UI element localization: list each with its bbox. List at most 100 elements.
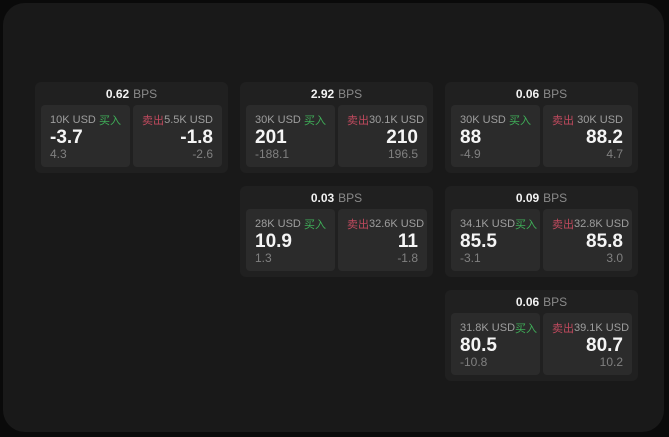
- buy-top-row: 10K USD 买入: [50, 112, 121, 128]
- sell-top-row: 卖出 32.6K USD: [347, 216, 424, 232]
- card-header: 2.92 BPS: [240, 82, 433, 104]
- buy-panel[interactable]: 31.8K USD 买入 80.5 -10.8: [451, 313, 540, 375]
- buy-top-row: 34.1K USD 买入: [460, 216, 537, 232]
- sell-panel[interactable]: 卖出 30.1K USD 210 196.5: [338, 105, 427, 167]
- buy-top-row: 30K USD 买入: [255, 112, 326, 128]
- buy-label: 买入: [304, 115, 326, 127]
- sell-top-row: 卖出 30.1K USD: [347, 112, 424, 128]
- sell-price: 11: [397, 231, 418, 252]
- buy-label: 买入: [99, 115, 121, 127]
- sell-label: 卖出: [347, 115, 369, 127]
- sell-delta: 196.5: [387, 147, 418, 161]
- buy-panel[interactable]: 34.1K USD 买入 85.5 -3.1: [451, 209, 540, 271]
- sell-panel[interactable]: 卖出 5.5K USD -1.8 -2.6: [133, 105, 222, 167]
- bps-unit-label: BPS: [543, 295, 568, 309]
- sell-amount: 32.8K USD: [574, 218, 630, 230]
- sell-amount: 30K USD: [577, 114, 623, 126]
- card-body: 30K USD 买入 88 -4.9 卖出 30K USD 88.2 4.7: [445, 104, 638, 173]
- sell-panel[interactable]: 卖出 30K USD 88.2 4.7: [543, 105, 632, 167]
- buy-delta: -10.8: [460, 355, 488, 369]
- sell-amount: 5.5K USD: [164, 114, 213, 126]
- sell-delta: 4.7: [606, 147, 623, 161]
- buy-amount: 10K USD: [50, 114, 96, 126]
- buy-amount: 30K USD: [460, 114, 506, 126]
- sell-price: 88.2: [586, 127, 623, 148]
- bps-value: 0.06: [515, 87, 540, 101]
- sell-price: 85.8: [586, 231, 623, 252]
- buy-panel[interactable]: 30K USD 买入 88 -4.9: [451, 105, 540, 167]
- buy-label: 买入: [515, 323, 538, 335]
- buy-top-row: 31.8K USD 买入: [460, 320, 537, 336]
- sell-delta: 3.0: [606, 251, 623, 265]
- app-window: 0.62 BPS 10K USD 买入 -3.7 4.3 卖出 5.5K USD…: [3, 3, 664, 432]
- sell-panel[interactable]: 卖出 32.6K USD 11 -1.8: [338, 209, 427, 271]
- quote-card: 2.92 BPS 30K USD 买入 201 -188.1 卖出 30.1K …: [240, 82, 433, 173]
- sell-label: 卖出: [142, 115, 164, 127]
- sell-label: 卖出: [552, 219, 574, 231]
- card-header: 0.09 BPS: [445, 186, 638, 208]
- buy-label: 买入: [509, 115, 531, 127]
- card-body: 31.8K USD 买入 80.5 -10.8 卖出 39.1K USD 80.…: [445, 312, 638, 381]
- sell-top-row: 卖出 39.1K USD: [552, 320, 629, 336]
- quote-card: 0.62 BPS 10K USD 买入 -3.7 4.3 卖出 5.5K USD…: [35, 82, 228, 173]
- buy-top-row: 30K USD 买入: [460, 112, 531, 128]
- buy-panel[interactable]: 28K USD 买入 10.9 1.3: [246, 209, 335, 271]
- quote-card: 0.09 BPS 34.1K USD 买入 85.5 -3.1 卖出 32.8K…: [445, 186, 638, 277]
- sell-label: 卖出: [347, 219, 369, 231]
- bps-unit-label: BPS: [338, 191, 363, 205]
- buy-amount: 28K USD: [255, 218, 301, 230]
- buy-amount: 34.1K USD: [460, 218, 516, 230]
- card-body: 34.1K USD 买入 85.5 -3.1 卖出 32.8K USD 85.8…: [445, 208, 638, 277]
- card-body: 28K USD 买入 10.9 1.3 卖出 32.6K USD 11 -1.8: [240, 208, 433, 277]
- card-header: 0.03 BPS: [240, 186, 433, 208]
- buy-delta: 4.3: [50, 147, 67, 161]
- card-header: 0.06 BPS: [445, 82, 638, 104]
- buy-price: 85.5: [460, 231, 497, 252]
- buy-price: 80.5: [460, 335, 497, 356]
- card-body: 10K USD 买入 -3.7 4.3 卖出 5.5K USD -1.8 -2.…: [35, 104, 228, 173]
- buy-price: 10.9: [255, 231, 292, 252]
- buy-panel[interactable]: 30K USD 买入 201 -188.1: [246, 105, 335, 167]
- card-body: 30K USD 买入 201 -188.1 卖出 30.1K USD 210 1…: [240, 104, 433, 173]
- bps-value: 0.06: [515, 295, 540, 309]
- buy-panel[interactable]: 10K USD 买入 -3.7 4.3: [41, 105, 130, 167]
- sell-delta: -2.6: [192, 147, 213, 161]
- sell-amount: 32.6K USD: [369, 218, 425, 230]
- buy-amount: 30K USD: [255, 114, 301, 126]
- buy-price: -3.7: [50, 127, 83, 148]
- bps-value: 0.62: [105, 87, 130, 101]
- bps-unit-label: BPS: [133, 87, 158, 101]
- sell-price: -1.8: [180, 127, 213, 148]
- sell-delta: 10.2: [599, 355, 623, 369]
- buy-delta: -4.9: [460, 147, 481, 161]
- sell-top-row: 卖出 5.5K USD: [142, 112, 213, 128]
- sell-amount: 39.1K USD: [574, 322, 630, 334]
- quote-card: 0.06 BPS 30K USD 买入 88 -4.9 卖出 30K USD 8…: [445, 82, 638, 173]
- buy-price: 88: [460, 127, 482, 148]
- sell-label: 卖出: [552, 115, 574, 127]
- bps-value: 0.09: [515, 191, 540, 205]
- quote-card: 0.03 BPS 28K USD 买入 10.9 1.3 卖出 32.6K US…: [240, 186, 433, 277]
- buy-delta: -3.1: [460, 251, 481, 265]
- quote-card: 0.06 BPS 31.8K USD 买入 80.5 -10.8 卖出 39.1…: [445, 290, 638, 381]
- bps-value: 0.03: [310, 191, 335, 205]
- bps-unit-label: BPS: [543, 191, 568, 205]
- buy-label: 买入: [304, 219, 326, 231]
- bps-unit-label: BPS: [543, 87, 568, 101]
- card-header: 0.62 BPS: [35, 82, 228, 104]
- sell-amount: 30.1K USD: [369, 114, 425, 126]
- sell-price: 80.7: [586, 335, 623, 356]
- sell-panel[interactable]: 卖出 32.8K USD 85.8 3.0: [543, 209, 632, 271]
- buy-delta: -188.1: [255, 147, 290, 161]
- buy-amount: 31.8K USD: [460, 322, 516, 334]
- bps-unit-label: BPS: [338, 87, 363, 101]
- bps-value: 2.92: [310, 87, 335, 101]
- sell-price: 210: [386, 127, 418, 148]
- buy-delta: 1.3: [255, 251, 272, 265]
- sell-top-row: 卖出 32.8K USD: [552, 216, 629, 232]
- sell-delta: -1.8: [397, 251, 418, 265]
- sell-label: 卖出: [552, 323, 574, 335]
- buy-price: 201: [255, 127, 287, 148]
- sell-top-row: 卖出 30K USD: [552, 112, 623, 128]
- sell-panel[interactable]: 卖出 39.1K USD 80.7 10.2: [543, 313, 632, 375]
